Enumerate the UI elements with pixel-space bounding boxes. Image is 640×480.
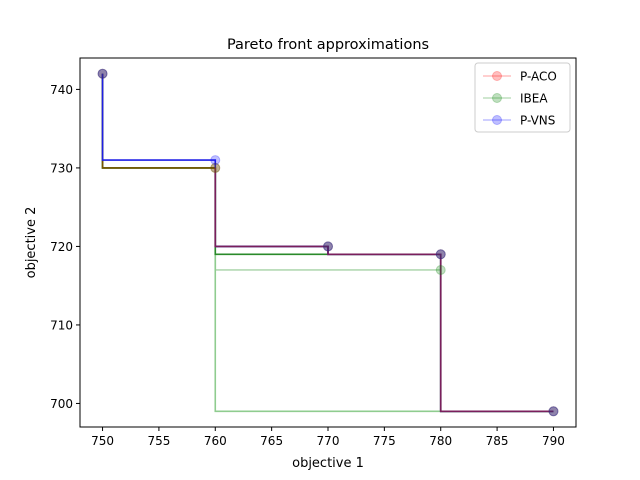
legend: P-ACO IBEA P-VNS xyxy=(474,62,571,133)
ibea-point-5 xyxy=(435,264,446,275)
y-tick-label: 740 xyxy=(50,83,73,97)
legend-marker-ibea xyxy=(492,93,502,103)
x-tick-label: 765 xyxy=(260,434,283,448)
p-aco-point-5 xyxy=(548,406,559,417)
legend-marker-p-aco xyxy=(492,71,502,81)
y-axis: 700 710 720 730 740 xyxy=(50,83,80,411)
legend-marker-p-vns xyxy=(492,115,502,125)
ibea-point-3 xyxy=(323,241,333,252)
y-tick-label: 730 xyxy=(50,161,73,175)
x-tick-label: 770 xyxy=(317,434,340,448)
y-axis-label: objective 2 xyxy=(24,207,39,279)
p-vns-point-3 xyxy=(323,241,333,252)
x-tick-label: 760 xyxy=(204,434,227,448)
p-aco-point-1 xyxy=(97,68,108,79)
y-tick-label: 700 xyxy=(50,397,73,411)
chart-title: Pareto front approximations xyxy=(227,37,429,53)
plot-area xyxy=(97,68,559,417)
p-vns-point-5 xyxy=(548,406,559,417)
legend-frame xyxy=(474,62,571,133)
x-tick-label: 750 xyxy=(91,434,114,448)
legend-label-ibea: IBEA xyxy=(520,92,548,106)
x-tick-label: 785 xyxy=(486,434,509,448)
y-tick-label: 720 xyxy=(50,240,73,254)
x-tick-label: 775 xyxy=(373,434,396,448)
p-vns-point-1 xyxy=(97,68,108,79)
legend-label-p-aco: P-ACO xyxy=(520,70,557,84)
p-vns-point-4 xyxy=(435,249,446,260)
p-aco-point-3 xyxy=(323,241,333,252)
x-axis-label: objective 1 xyxy=(292,456,364,471)
p-aco-point-2 xyxy=(210,162,221,173)
x-axis: 750 755 760 765 770 775 780 785 790 xyxy=(91,427,565,448)
ibea-point-6 xyxy=(548,406,559,417)
y-tick-label: 710 xyxy=(50,318,73,332)
legend-label-p-vns: P-VNS xyxy=(520,114,555,128)
ibea-point-2 xyxy=(210,162,221,173)
p-vns-point-2 xyxy=(210,155,221,166)
front-step-line-6 xyxy=(214,167,554,413)
p-aco-point-4 xyxy=(435,249,446,260)
x-tick-label: 790 xyxy=(542,434,565,448)
ibea-point-4 xyxy=(435,249,446,260)
x-tick-label: 780 xyxy=(429,434,452,448)
x-tick-label: 755 xyxy=(147,434,170,448)
ibea-point-1 xyxy=(97,68,108,79)
